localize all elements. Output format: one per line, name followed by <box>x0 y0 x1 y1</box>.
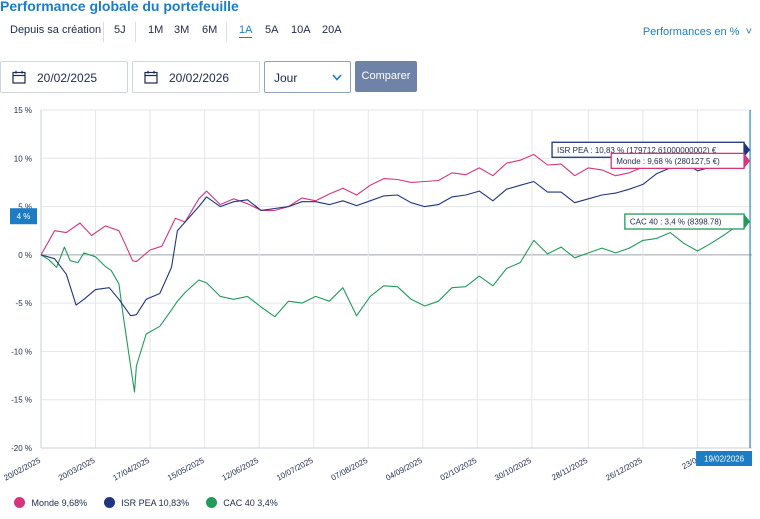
x-tick-label: 04/09/2025 <box>384 456 424 483</box>
compare-button[interactable]: Comparer <box>355 61 417 92</box>
y-tick-label: 10 % <box>14 154 32 163</box>
y-tick-label: -20 % <box>11 444 32 453</box>
performance-chart[interactable]: 15 % 10 % 5 % 0 % -5 % -10 % -15 % -20 % 20/02/2… <box>0 100 760 492</box>
performance-mode-label: Performances en % <box>642 26 740 38</box>
chart-legend: Monde 9,68% ISR PEA 10,83% CAC 40 3,4% <box>14 497 292 508</box>
series-line-cac40[interactable] <box>40 221 751 393</box>
x-tick-label: 20/02/2025 <box>2 456 42 483</box>
tooltip-pointer-cac40 <box>744 214 751 230</box>
legend-label-isr-pea: ISR PEA <box>121 498 157 508</box>
legend-marker-cac40 <box>205 497 217 508</box>
legend-item-cac40[interactable]: CAC 40 3,4% <box>205 497 278 508</box>
legend-item-isr-pea[interactable]: ISR PEA 10,83% <box>103 497 190 508</box>
calendar-icon <box>144 70 158 84</box>
x-cursor-label: 19/02/2026 <box>704 455 745 464</box>
start-date-field[interactable]: 20/02/2025 <box>0 61 128 93</box>
x-tick-label: 15/05/2025 <box>166 456 206 483</box>
y-tick-label: -15 % <box>11 396 32 405</box>
legend-value-isr-pea: 10,83% <box>158 498 190 508</box>
tooltip-text-monde: Monde : 9,68 % (280127,5 €) <box>616 157 720 166</box>
legend-value-monde: 9,68% <box>61 498 88 508</box>
granularity-value: Jour <box>274 71 298 85</box>
x-cursor-badge <box>696 451 753 466</box>
period-selector: Depuis sa création 5J 1M 3M 6M 1A 5A 10A… <box>0 16 760 46</box>
chevron-down-icon <box>332 74 342 81</box>
tooltip-pointer-isr-pea <box>744 142 751 158</box>
x-tick-label: 17/04/2025 <box>111 456 151 483</box>
period-1a[interactable]: 1A <box>239 24 253 38</box>
y-tick-label: -10 % <box>11 347 32 356</box>
x-tick-label: 02/10/2025 <box>439 456 479 483</box>
tooltip-text-cac40: CAC 40 : 3,4 % (8398.78) <box>630 218 722 227</box>
y-cursor-label: 4 % <box>17 212 31 221</box>
x-tick-label: 12/06/2025 <box>221 456 261 483</box>
legend-value-cac40: 3,4% <box>257 498 278 508</box>
end-date-field[interactable]: 20/02/2026 <box>132 61 260 93</box>
tooltip-pointer-monde <box>744 153 751 169</box>
period-separator <box>226 22 227 42</box>
calendar-icon <box>12 70 26 84</box>
x-tick-label: 26/12/2025 <box>604 456 644 483</box>
legend-item-monde[interactable]: Monde 9,68% <box>14 497 87 508</box>
x-tick-label: 07/08/2025 <box>330 456 370 483</box>
legend-marker-monde <box>14 497 25 508</box>
y-tick-label: 0 % <box>18 251 32 260</box>
x-tick-label: 10/07/2025 <box>275 456 315 483</box>
performance-mode-toggle[interactable]: Performances en % ˅ <box>643 26 752 38</box>
y-tick-label: -5 % <box>16 299 32 308</box>
chart-title: Performance globale du portefeuille <box>0 0 239 14</box>
period-1m[interactable]: 1M <box>148 24 164 36</box>
period-separator <box>103 22 104 42</box>
period-3m[interactable]: 3M <box>174 24 190 36</box>
period-5j[interactable]: 5J <box>114 24 126 36</box>
chevron-down-icon: ˅ <box>742 26 752 38</box>
end-date-value: 20/02/2026 <box>169 71 230 85</box>
start-date-value: 20/02/2025 <box>37 71 98 85</box>
y-tick-label: 5 % <box>18 203 32 212</box>
tooltip-box-monde <box>610 152 745 170</box>
series-line-isr-pea[interactable] <box>40 149 751 317</box>
x-tick-label: 20/03/2025 <box>57 456 97 483</box>
period-since-creation[interactable]: Depuis sa création <box>10 24 102 36</box>
legend-label-cac40: CAC 40 <box>223 498 255 508</box>
series-line-monde[interactable] <box>40 151 751 263</box>
granularity-select[interactable]: Jour <box>264 61 351 93</box>
x-tick-label: 28/11/2025 <box>550 456 590 483</box>
y-tick-label: 15 % <box>14 106 32 115</box>
tooltip-text-isr-pea: ISR PEA : 10,83 % (179712.61000000002) € <box>557 146 717 155</box>
period-5a[interactable]: 5A <box>265 24 279 36</box>
x-tick-label: 30/10/2025 <box>493 456 533 483</box>
legend-marker-isr-pea <box>103 497 115 508</box>
period-20a[interactable]: 20A <box>322 24 342 36</box>
period-10a[interactable]: 10A <box>291 24 311 36</box>
legend-label-monde: Monde <box>31 498 60 508</box>
period-separator <box>135 22 136 42</box>
y-cursor-badge <box>10 208 37 225</box>
period-6m[interactable]: 6M <box>202 24 218 36</box>
